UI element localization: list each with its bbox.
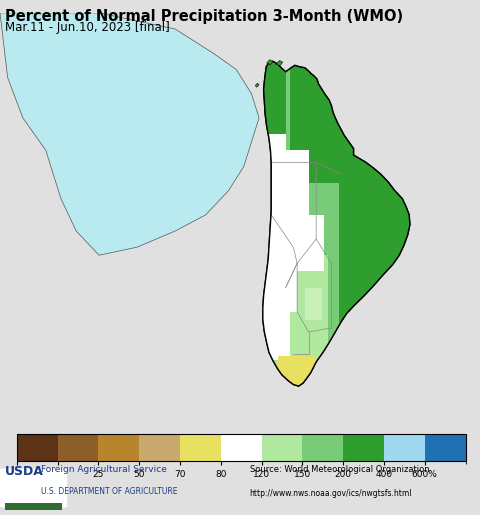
Polygon shape — [289, 13, 411, 182]
Polygon shape — [0, 13, 259, 255]
Bar — [5, 503, 62, 510]
Polygon shape — [320, 182, 343, 376]
Text: U.S. DEPARTMENT OF AGRICULTURE: U.S. DEPARTMENT OF AGRICULTURE — [41, 487, 177, 496]
Text: Mar.11 - Jun.10, 2023 [final]: Mar.11 - Jun.10, 2023 [final] — [5, 21, 169, 33]
Polygon shape — [267, 60, 273, 64]
Polygon shape — [259, 296, 442, 425]
Polygon shape — [297, 271, 324, 336]
Polygon shape — [278, 356, 316, 388]
Text: USDA: USDA — [5, 465, 44, 478]
Polygon shape — [259, 134, 312, 360]
Polygon shape — [276, 61, 283, 65]
Polygon shape — [259, 13, 442, 215]
Polygon shape — [289, 255, 328, 376]
Text: Foreign Agricultural Service: Foreign Agricultural Service — [41, 465, 167, 474]
Polygon shape — [289, 215, 324, 312]
Text: Source: World Meteorological Organization: Source: World Meteorological Organizatio… — [250, 465, 429, 474]
FancyBboxPatch shape — [0, 469, 67, 507]
Polygon shape — [261, 150, 309, 312]
Text: Percent of Normal Precipitation 3-Month (WMO): Percent of Normal Precipitation 3-Month … — [5, 9, 403, 24]
Polygon shape — [286, 70, 335, 215]
Polygon shape — [255, 83, 259, 87]
Polygon shape — [301, 280, 328, 344]
Polygon shape — [263, 61, 410, 386]
Polygon shape — [305, 287, 322, 320]
Text: http://www.nws.noaa.gov/ics/nwgtsfs.html: http://www.nws.noaa.gov/ics/nwgtsfs.html — [250, 489, 412, 498]
Polygon shape — [259, 215, 442, 296]
Polygon shape — [339, 175, 442, 360]
